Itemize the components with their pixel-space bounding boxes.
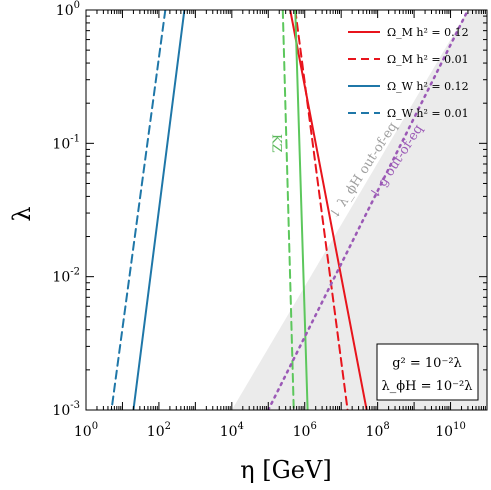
text-box-frame [376, 343, 479, 401]
series-line-4 [294, 10, 309, 410]
tick-layer [85, 10, 487, 411]
x-tick-label: 108 [366, 421, 390, 440]
legend-label-2: Ω_W h² = 0.12 [387, 80, 469, 93]
legend: Ω_M h² = 0.12 Ω_M h² = 0.01 Ω_W h² = 0.12 Ω… [348, 26, 469, 120]
series-line-0 [289, 10, 368, 410]
legend-label-1: Ω_M h² = 0.01 [387, 53, 469, 66]
y-tick-label: 100 [56, 0, 80, 19]
x-axis-title: η [GeV] [240, 456, 331, 484]
series-line-5 [281, 10, 295, 410]
series-line-1 [294, 10, 349, 410]
parameter-text-box: g² = 10⁻²λ λ_ϕH = 10⁻²λ [376, 343, 479, 401]
y-tick-label: 10-3 [52, 400, 80, 419]
legend-label-0: Ω_M h² = 0.12 [387, 26, 469, 39]
y-axis-title: λ [8, 206, 36, 221]
x-tick-label: 104 [220, 421, 244, 440]
x-tick-label: 106 [293, 421, 317, 440]
text-box-line-2: λ_ϕH = 10⁻²λ [382, 379, 473, 394]
y-tick-label: 10-1 [52, 133, 80, 152]
plot-frame [85, 9, 488, 411]
x-tick-label: 100 [74, 421, 98, 440]
legend-label-3: Ω_W h² = 0.01 [387, 107, 469, 120]
shaded-region [231, 10, 487, 410]
x-tick-label: 1010 [435, 421, 466, 440]
x-tick-label: 102 [147, 421, 171, 440]
series-line-3 [110, 10, 167, 410]
shaded-region-layer [231, 10, 487, 410]
y-tick-label: 10-2 [52, 267, 80, 286]
annotation-0: KZ [268, 134, 283, 153]
series-line-2 [132, 10, 186, 410]
tick-label-layer: 100 102 104 106 108 1010 10-3 10-2 10-1 100 [52, 0, 465, 440]
text-box-line-1: g² = 10⁻²λ [392, 356, 462, 371]
series-line-6 [267, 10, 470, 410]
series-layer [110, 10, 470, 410]
